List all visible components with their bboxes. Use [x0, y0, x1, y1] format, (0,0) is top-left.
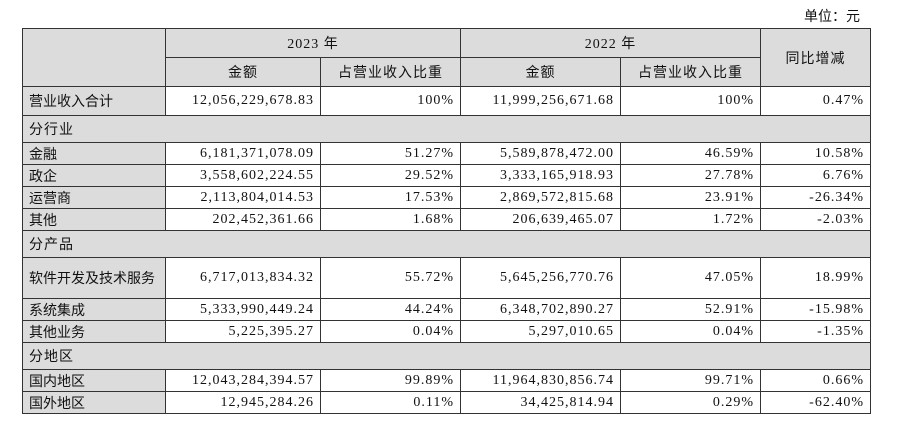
cell: 5,297,010.65 [460, 320, 621, 343]
cell: 99.71% [620, 369, 761, 392]
row-label: 运营商 [22, 186, 166, 209]
cell: 51.27% [320, 142, 461, 165]
cell: 100% [620, 86, 761, 116]
cell: 34,425,814.94 [460, 391, 621, 414]
row-label: 软件开发及技术服务 [22, 257, 166, 299]
section-row: 分地区 [22, 342, 871, 370]
cell: 11,964,830,856.74 [460, 369, 621, 392]
data-row: 国内地区 12,043,284,394.57 99.89% 11,964,830,85… [22, 369, 871, 392]
cell: 100% [320, 86, 461, 116]
section-label: 分地区 [22, 342, 871, 370]
cell: 6.76% [760, 164, 871, 187]
cell: 29.52% [320, 164, 461, 187]
column-header: 占营业收入比重 [320, 57, 461, 87]
cell: 6,348,702,890.27 [460, 298, 621, 321]
data-row: 系统集成 5,333,990,449.24 44.24% 6,348,702,890.… [22, 298, 871, 321]
data-row: 软件开发及技术服务 6,717,013,834.32 55.72% 5,645,256… [22, 257, 871, 299]
cell: 46.59% [620, 142, 761, 165]
row-label: 其他 [22, 208, 166, 231]
cell: 5,225,395.27 [165, 320, 321, 343]
cell: 27.78% [620, 164, 761, 187]
data-row: 国外地区 12,945,284.26 0.11% 34,425,814.94 0.29%… [22, 391, 871, 414]
cell: 0.04% [620, 320, 761, 343]
row-label: 其他业务 [22, 320, 166, 343]
year-header: 2023 年 [165, 28, 461, 58]
cell: 10.58% [760, 142, 871, 165]
cell: 99.89% [320, 369, 461, 392]
cell: 6,181,371,078.09 [165, 142, 321, 165]
cell: 55.72% [320, 257, 461, 299]
cell: 206,639,465.07 [460, 208, 621, 231]
cell: -62.40% [760, 391, 871, 414]
section-label: 分产品 [22, 230, 871, 258]
cell: 47.05% [620, 257, 761, 299]
data-row: 政企 3,558,602,224.55 29.52% 3,333,165,918.93… [22, 164, 871, 187]
cell: 3,558,602,224.55 [165, 164, 321, 187]
cell: -1.35% [760, 320, 871, 343]
cell: 18.99% [760, 257, 871, 299]
cell: 17.53% [320, 186, 461, 209]
section-row: 分产品 [22, 230, 871, 258]
cell: 52.91% [620, 298, 761, 321]
row-label: 国内地区 [22, 369, 166, 392]
cell: 0.29% [620, 391, 761, 414]
section-row: 分行业 [22, 115, 871, 143]
cell: 6,717,013,834.32 [165, 257, 321, 299]
cell: 23.91% [620, 186, 761, 209]
cell: 12,945,284.26 [165, 391, 321, 414]
row-label: 政企 [22, 164, 166, 187]
cell: 0.66% [760, 369, 871, 392]
row-label: 金融 [22, 142, 166, 165]
unit-label: 单位：元 [804, 10, 860, 25]
column-header: 占营业收入比重 [620, 57, 761, 87]
cell: 3,333,165,918.93 [460, 164, 621, 187]
cell: 0.11% [320, 391, 461, 414]
cell: 11,999,256,671.68 [460, 86, 621, 116]
column-header: 金额 [460, 57, 621, 87]
cell: 2,869,572,815.68 [460, 186, 621, 209]
data-row: 营业收入合计 12,056,229,678.83 100% 11,999,256,67… [22, 86, 871, 116]
year-header: 2022 年 [460, 28, 761, 58]
yoy-header: 同比增减 [760, 28, 871, 87]
cell: -2.03% [760, 208, 871, 231]
row-label: 营业收入合计 [22, 86, 166, 116]
data-row: 金融 6,181,371,078.09 51.27% 5,589,878,472.00… [22, 142, 871, 165]
row-label: 国外地区 [22, 391, 166, 414]
cell: 12,056,229,678.83 [165, 86, 321, 116]
cell: 1.72% [620, 208, 761, 231]
section-label: 分行业 [22, 115, 871, 143]
row-label: 系统集成 [22, 298, 166, 321]
column-header: 金额 [165, 57, 321, 87]
cell: 0.47% [760, 86, 871, 116]
data-row: 运营商 2,113,804,014.53 17.53% 2,869,572,815.6… [22, 186, 871, 209]
corner-cell [22, 28, 166, 87]
cell: 202,452,361.66 [165, 208, 321, 231]
data-row: 其他 202,452,361.66 1.68% 206,639,465.07 1.72%… [22, 208, 871, 231]
cell: 12,043,284,394.57 [165, 369, 321, 392]
cell: 5,333,990,449.24 [165, 298, 321, 321]
revenue-table: 2023 年 2022 年 同比增减 金额 占营业收入比重 金额 占营业收入比重 营业… [22, 28, 871, 414]
data-row: 其他业务 5,225,395.27 0.04% 5,297,010.65 0.04% -1… [22, 320, 871, 343]
cell: 2,113,804,014.53 [165, 186, 321, 209]
cell: 5,589,878,472.00 [460, 142, 621, 165]
cell: -15.98% [760, 298, 871, 321]
cell: 44.24% [320, 298, 461, 321]
cell: 1.68% [320, 208, 461, 231]
cell: 0.04% [320, 320, 461, 343]
cell: -26.34% [760, 186, 871, 209]
cell: 5,645,256,770.76 [460, 257, 621, 299]
